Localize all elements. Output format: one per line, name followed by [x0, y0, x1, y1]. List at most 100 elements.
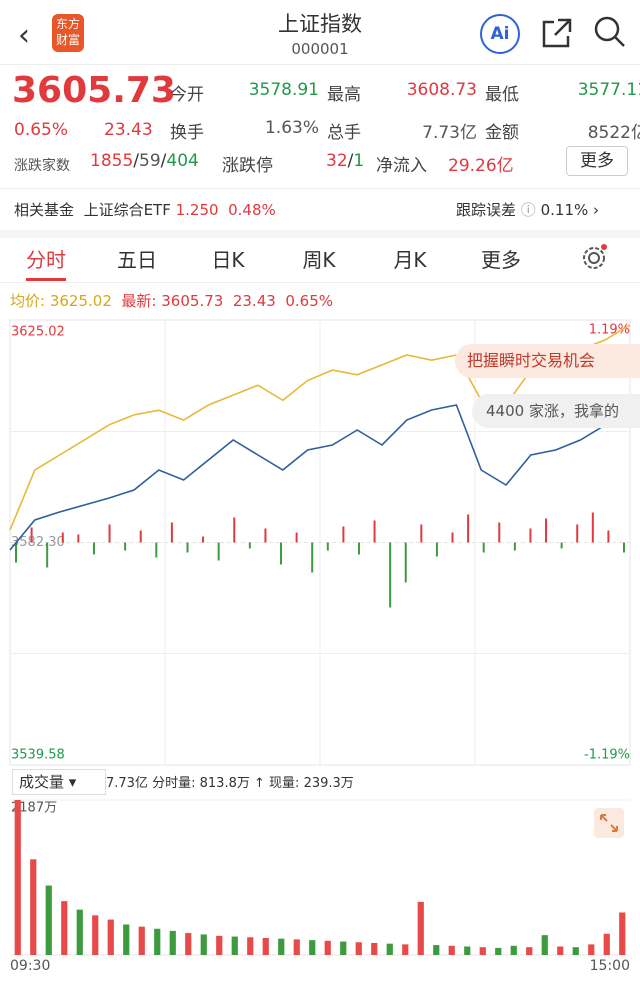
news-pill[interactable]: 4400 家涨，我拿的	[472, 394, 640, 428]
volume-bar	[45, 885, 52, 955]
volume-bar	[371, 942, 378, 955]
last-change: 23.43	[232, 292, 276, 310]
volume-bar	[14, 800, 21, 955]
pct-label: 1.19%	[589, 323, 630, 338]
indicator-select[interactable]: 成交量 ▾	[12, 769, 106, 795]
ai-button[interactable]: Ai	[480, 14, 520, 54]
expand-button[interactable]	[594, 808, 624, 838]
stat-label: 总手	[327, 123, 361, 143]
breadth-flat: 59	[139, 151, 161, 171]
stat-value: 1.63%	[264, 118, 319, 138]
limit-label: 涨跌停	[222, 156, 273, 176]
volume-bar	[231, 936, 238, 955]
volume-bar	[572, 947, 579, 955]
tab-underline	[26, 278, 66, 281]
y-tick-label: 3582.30	[11, 535, 65, 550]
pct-label: -1.19%	[584, 748, 630, 763]
back-button[interactable]: ‹	[18, 18, 30, 53]
tab[interactable]: 更多	[481, 248, 521, 272]
volume-bar	[355, 942, 362, 955]
volume-bar	[309, 940, 316, 955]
fund-label: 相关基金	[14, 201, 75, 219]
fund-price: 1.250	[175, 201, 219, 219]
y-tick-label: 3539.58	[11, 748, 65, 763]
tracking-label: 跟踪误差	[456, 201, 517, 219]
breadth-down: 404	[166, 151, 199, 171]
volume-bar	[479, 947, 486, 955]
volume-bar	[386, 943, 393, 955]
search-icon[interactable]	[592, 14, 628, 50]
tracking: 0.11%	[540, 201, 589, 219]
inflow: 29.26亿	[448, 156, 514, 176]
volume-bar	[402, 944, 409, 955]
volume-bar	[200, 934, 207, 955]
period-label: 分时量:	[152, 776, 196, 791]
current-volume: 239.3万	[303, 776, 354, 791]
y-tick-label: 3625.02	[11, 325, 65, 340]
tab[interactable]: 分时	[26, 248, 66, 272]
volume-bar	[293, 939, 300, 955]
promo-pill[interactable]: 把握瞬时交易机会	[455, 344, 640, 378]
volume-bar	[123, 924, 130, 955]
price-line	[9, 404, 631, 551]
stat-label: 最低	[485, 85, 519, 105]
more-button[interactable]: 更多	[566, 146, 628, 176]
breadth-label: 涨跌家数	[14, 158, 70, 174]
fund-pct: 0.48%	[228, 201, 276, 219]
stat-value: 3578.91	[248, 80, 319, 100]
volume-bar	[247, 937, 254, 955]
volume-bar	[76, 909, 83, 955]
stat-value: 3577.11	[577, 80, 640, 100]
news-text: 4400 家涨，我拿的	[486, 402, 619, 420]
stat-label: 最高	[327, 85, 361, 105]
volume-bar	[619, 912, 626, 955]
volume-bar	[557, 946, 564, 955]
promo-text: 把握瞬时交易机会	[467, 351, 596, 370]
title: 上证指数	[278, 12, 362, 36]
period-volume: 813.8万	[199, 776, 250, 791]
volume-bar	[107, 919, 114, 955]
volume-total: 7.73亿	[106, 776, 148, 791]
time-label: 09:30	[10, 958, 50, 974]
stat-value: 7.73亿	[422, 123, 477, 143]
logo: 东方财富	[52, 14, 84, 52]
volume-bar	[324, 940, 331, 955]
volume-bar	[588, 944, 595, 955]
inflow-label: 净流入	[376, 156, 427, 176]
stat-label: 金额	[485, 123, 519, 143]
tab[interactable]: 月K	[393, 248, 427, 272]
volume-bar	[541, 935, 548, 955]
fund-name[interactable]: 上证综合ETF	[83, 201, 171, 219]
volume-bar	[92, 915, 99, 955]
volume-bar	[61, 901, 68, 955]
tab[interactable]: 日K	[211, 248, 245, 272]
last-pct: 0.65%	[285, 292, 333, 310]
settings-icon[interactable]	[580, 244, 608, 272]
tab[interactable]: 周K	[302, 248, 336, 272]
volume-bar	[278, 938, 285, 955]
stat-value: 3608.73	[406, 80, 477, 100]
volume-bar	[495, 947, 502, 955]
share-icon[interactable]	[540, 16, 574, 50]
volume-bar	[464, 946, 471, 955]
stat-label: 换手	[170, 123, 204, 143]
code: 000001	[291, 40, 349, 58]
avg-value: 3625.02	[49, 292, 112, 310]
stat-label: 今开	[170, 85, 204, 105]
volume-bar	[216, 935, 223, 955]
last-value: 3605.73	[161, 292, 224, 310]
y-tick-label: 2187万	[11, 801, 57, 816]
tab[interactable]: 五日	[117, 248, 157, 272]
volume-bar	[433, 945, 440, 955]
time-label: 15:00	[590, 958, 630, 974]
volume-bar	[169, 930, 176, 955]
volume-bar	[603, 933, 610, 955]
volume-bar	[262, 937, 269, 955]
limit-down: 1	[353, 151, 365, 171]
stat-value: 8522亿	[587, 123, 640, 143]
volume-bar	[30, 859, 37, 955]
volume-bar	[154, 928, 161, 955]
volume-bar	[510, 945, 517, 955]
